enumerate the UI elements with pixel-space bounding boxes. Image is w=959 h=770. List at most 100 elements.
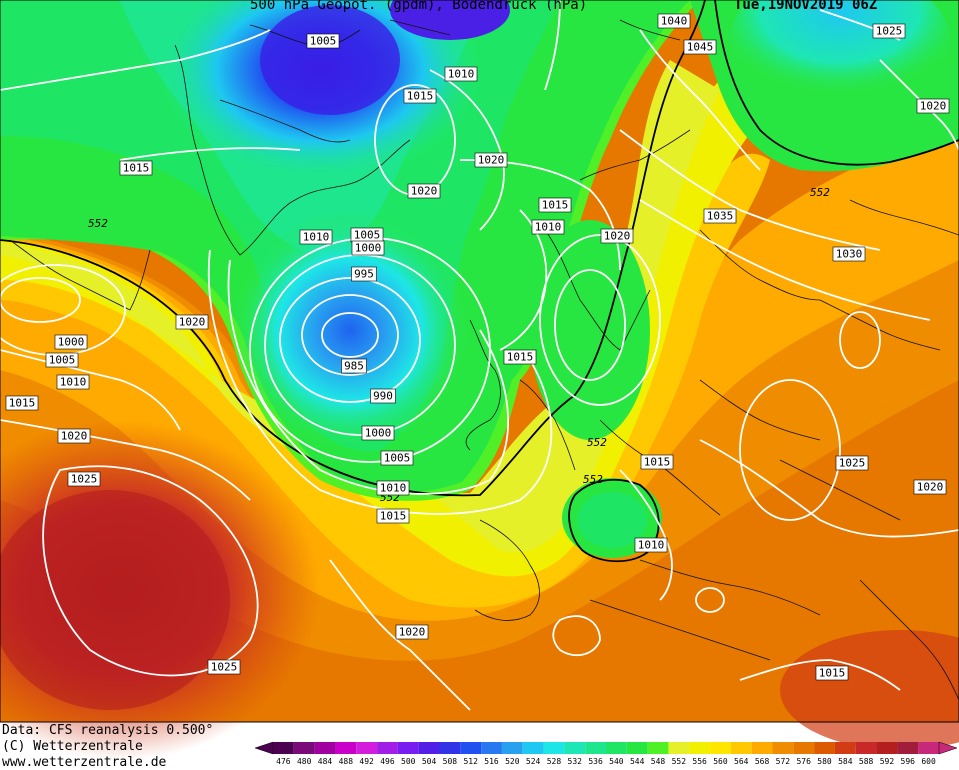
legend-swatch xyxy=(814,742,835,754)
pressure-label: 1005 xyxy=(45,352,79,368)
contour-552-main xyxy=(0,0,706,497)
field-atlantic-low xyxy=(230,210,470,450)
pressure-label: 995 xyxy=(351,266,377,282)
legend-tick-label: 504 xyxy=(422,757,437,766)
svg-text:1020: 1020 xyxy=(179,316,206,329)
pressure-label: 1015 xyxy=(503,349,537,365)
svg-text:1045: 1045 xyxy=(687,41,714,54)
legend-tick-label: 548 xyxy=(651,757,666,766)
pressure-label: 1010 xyxy=(376,480,410,496)
field-med-low-core xyxy=(577,492,647,548)
svg-text:1005: 1005 xyxy=(354,229,381,242)
svg-text:1010: 1010 xyxy=(638,539,665,552)
svg-text:1020: 1020 xyxy=(604,230,631,243)
legend-tick-label: 528 xyxy=(547,757,562,766)
pressure-label: 990 xyxy=(370,388,396,404)
legend-swatch xyxy=(834,742,856,754)
legend-tick-label: 596 xyxy=(901,757,916,766)
pressure-label: 1010 xyxy=(634,537,668,553)
legend-tick-label: 512 xyxy=(463,757,478,766)
pressure-label: 1025 xyxy=(835,455,869,471)
legend-tick-label: 488 xyxy=(339,757,354,766)
legend-tick-label: 584 xyxy=(838,757,853,766)
pressure-label: 1025 xyxy=(872,23,906,39)
svg-text:1015: 1015 xyxy=(123,162,150,175)
svg-text:1015: 1015 xyxy=(9,397,36,410)
contour-labels: 552 552 552 552 552 552 xyxy=(88,186,830,504)
legend-swatch xyxy=(772,742,794,754)
svg-text:1025: 1025 xyxy=(876,25,903,38)
data-source-text: Data: CFS reanalysis 0.500° xyxy=(2,723,214,738)
svg-text:1030: 1030 xyxy=(836,248,863,261)
legend-tick-label: 580 xyxy=(817,757,832,766)
legend-swatch xyxy=(897,742,919,754)
pressure-label: 1010 xyxy=(56,374,90,390)
pressure-label: 1005 xyxy=(306,33,340,49)
legend-swatch xyxy=(501,742,523,754)
legend-tick-label: 508 xyxy=(443,757,458,766)
svg-text:1015: 1015 xyxy=(819,667,846,680)
svg-text:1010: 1010 xyxy=(380,482,407,495)
pressure-label: 1020 xyxy=(175,314,209,330)
legend-tick-label: 588 xyxy=(859,757,874,766)
field-azores-core xyxy=(0,490,230,710)
svg-text:1040: 1040 xyxy=(661,15,688,28)
svg-text:1015: 1015 xyxy=(380,510,407,523)
legend-swatch xyxy=(397,742,419,754)
svg-text:1020: 1020 xyxy=(478,154,505,167)
legend-tick-label: 552 xyxy=(672,757,687,766)
svg-text:1015: 1015 xyxy=(507,351,534,364)
pressure-label: 1000 xyxy=(361,425,395,441)
pressure-label: 985 xyxy=(341,358,367,374)
field-north-core xyxy=(260,5,400,115)
pressure-label: 1015 xyxy=(815,665,849,681)
legend-tick-label: 500 xyxy=(401,757,416,766)
svg-text:1015: 1015 xyxy=(407,90,434,103)
legend-swatch xyxy=(293,742,315,754)
svg-text:1020: 1020 xyxy=(920,100,947,113)
website-link[interactable]: www.wetterzentrale.de xyxy=(2,755,167,770)
contour-label: 552 xyxy=(88,217,108,230)
svg-text:985: 985 xyxy=(344,360,364,373)
svg-text:995: 995 xyxy=(354,268,374,281)
svg-text:1000: 1000 xyxy=(355,242,382,255)
pressure-label: 1010 xyxy=(531,219,565,235)
legend-tick-label: 516 xyxy=(484,757,499,766)
svg-text:1025: 1025 xyxy=(839,457,866,470)
pressure-label: 1020 xyxy=(57,428,91,444)
svg-text:1000: 1000 xyxy=(58,336,85,349)
legend-tick-label: 592 xyxy=(880,757,895,766)
coastlines xyxy=(9,19,959,701)
pressure-label: 1015 xyxy=(538,197,572,213)
svg-text:1010: 1010 xyxy=(535,221,562,234)
pressure-labels: 1005 1010 1015 1020 1040 1045 1025 1020 1015 1020… xyxy=(5,13,950,681)
pressure-label: 1020 xyxy=(600,228,634,244)
legend-swatch xyxy=(585,742,606,754)
svg-text:1005: 1005 xyxy=(49,354,76,367)
svg-text:1035: 1035 xyxy=(707,210,734,223)
legend-tick-label: 520 xyxy=(505,757,520,766)
legend-swatch xyxy=(689,742,711,754)
pressure-label: 1030 xyxy=(832,246,866,262)
legend-swatch xyxy=(876,742,898,754)
pressure-label: 1020 xyxy=(474,152,508,168)
legend-swatch xyxy=(377,742,398,754)
pressure-label: 1025 xyxy=(67,471,101,487)
legend-swatch xyxy=(647,742,669,754)
contour-label: 552 xyxy=(587,436,607,449)
map-title: 500 hPa Geopot. (gpdm), Bodendruck (hPa) xyxy=(250,0,588,13)
legend-tick-label: 492 xyxy=(359,757,374,766)
legend-swatch xyxy=(751,742,773,754)
pressure-label: 1025 xyxy=(207,659,241,675)
legend-tick-label: 484 xyxy=(318,757,333,766)
svg-text:1020: 1020 xyxy=(61,430,88,443)
legend-tick-label: 564 xyxy=(734,757,749,766)
pressure-label: 1035 xyxy=(703,208,737,224)
svg-text:990: 990 xyxy=(373,390,393,403)
legend-swatch xyxy=(356,742,378,754)
pressure-label: 1020 xyxy=(407,183,441,199)
legend-tick-label: 544 xyxy=(630,757,645,766)
svg-text:1020: 1020 xyxy=(399,626,426,639)
legend-swatch xyxy=(730,742,752,754)
